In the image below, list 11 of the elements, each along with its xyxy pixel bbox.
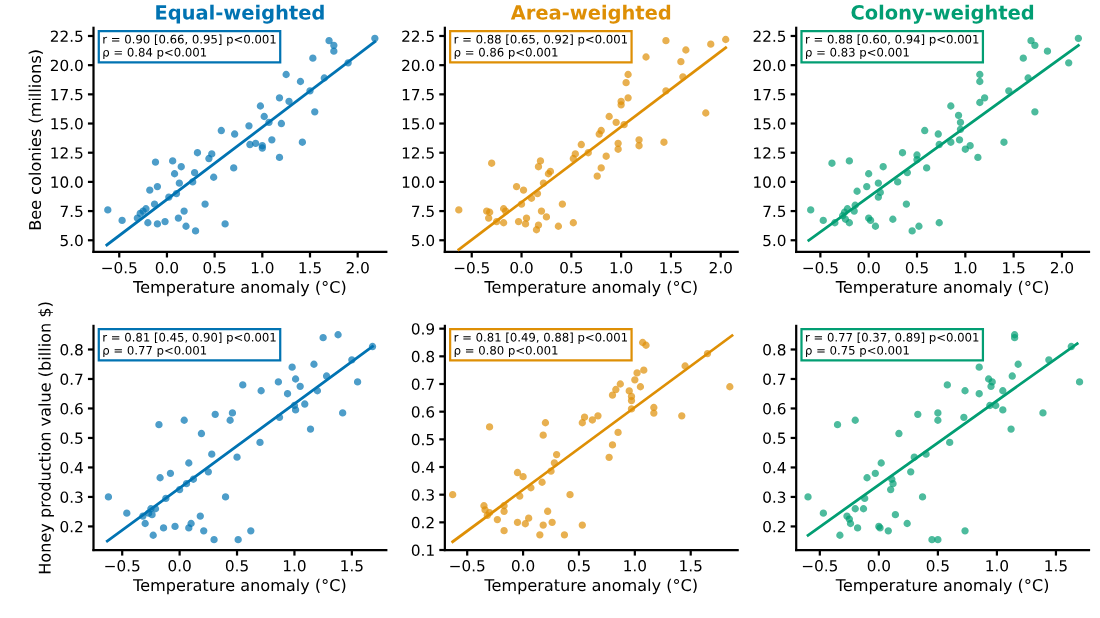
x-axis-title: Temperature anomaly (°C) [484, 280, 697, 297]
x-axis-title: Temperature anomaly (°C) [133, 280, 346, 297]
x-axis-title: Temperature anomaly (°C) [484, 578, 697, 595]
x-axis-title: Temperature anomaly (°C) [835, 280, 1049, 297]
chart-title: Area-weighted [510, 4, 671, 24]
chart-title: Equal-weighted [156, 4, 324, 24]
x-axis-title: Temperature anomaly (°C) [133, 578, 346, 595]
y-axis-title: Bee colonies (millions) [28, 50, 43, 230]
y-axis-title: Honey production value (billion $) [38, 302, 54, 574]
x-axis-title: Temperature anomaly (°C) [835, 578, 1049, 595]
chart-title: Colony-weighted [851, 4, 1034, 24]
